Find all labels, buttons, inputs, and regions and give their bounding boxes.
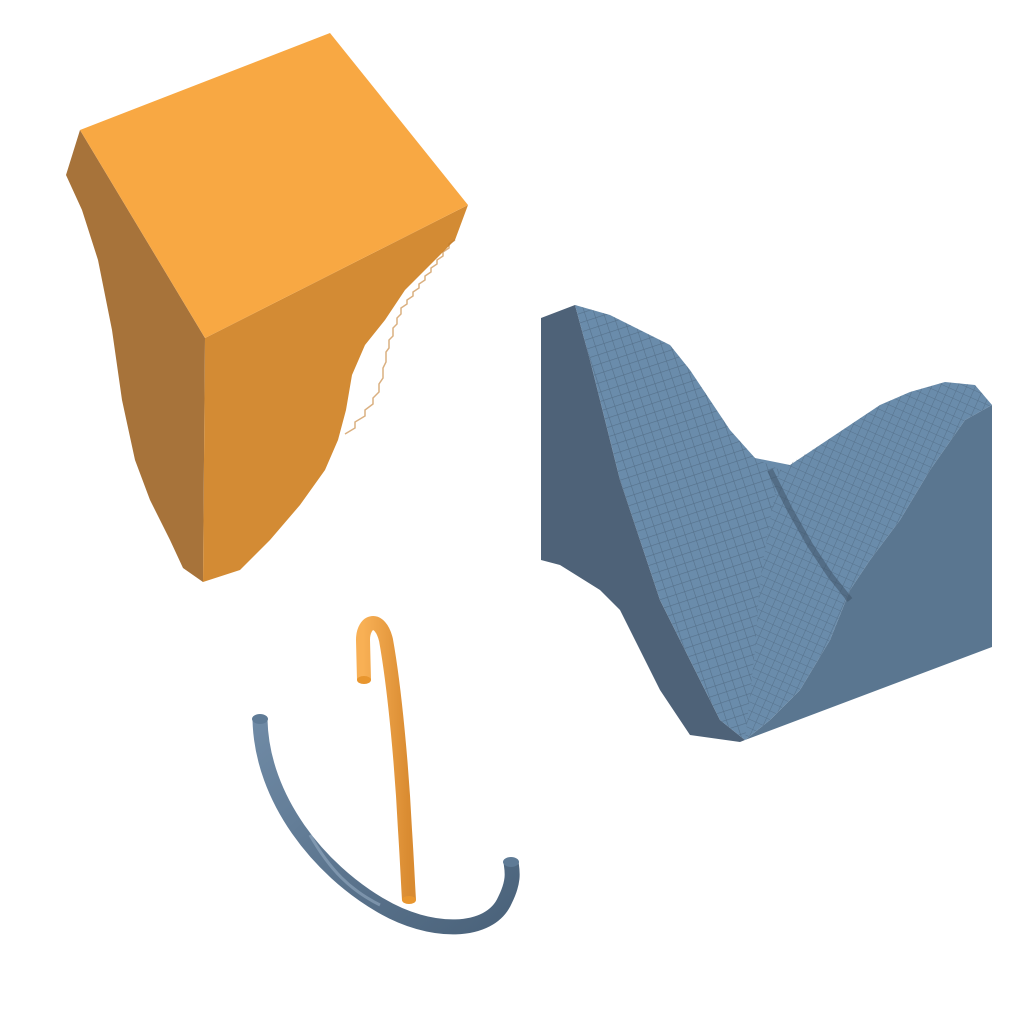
blue-saddle-left-face — [541, 305, 745, 742]
blue-saddle-voxel-texture-a — [575, 305, 780, 740]
blue-saddle-crease — [767, 468, 853, 602]
orange-tube-end-cap-bottom — [402, 896, 416, 904]
orange-block-top-face — [80, 33, 468, 338]
orange-block-left-face — [66, 130, 205, 582]
orange-block-stair-edge — [344, 239, 456, 435]
blue-tube-body — [252, 719, 520, 935]
blue-saddle-voxel-texture-b — [745, 382, 992, 740]
blue-tube-arc — [252, 714, 520, 935]
orange-block-right-face — [203, 205, 468, 582]
orange-tube-end-cap-top — [357, 676, 371, 684]
blue-saddle-right-face — [745, 405, 992, 740]
blue-tube-highlight — [308, 834, 381, 907]
blue-tube-end-cap-left — [252, 714, 268, 724]
blue-voxel-saddle — [541, 305, 992, 742]
blue-tube-end-cap-right — [503, 857, 519, 867]
orange-voxel-block — [66, 33, 468, 582]
orange-tube-body — [355, 616, 416, 901]
orange-tube-arc — [355, 616, 416, 904]
